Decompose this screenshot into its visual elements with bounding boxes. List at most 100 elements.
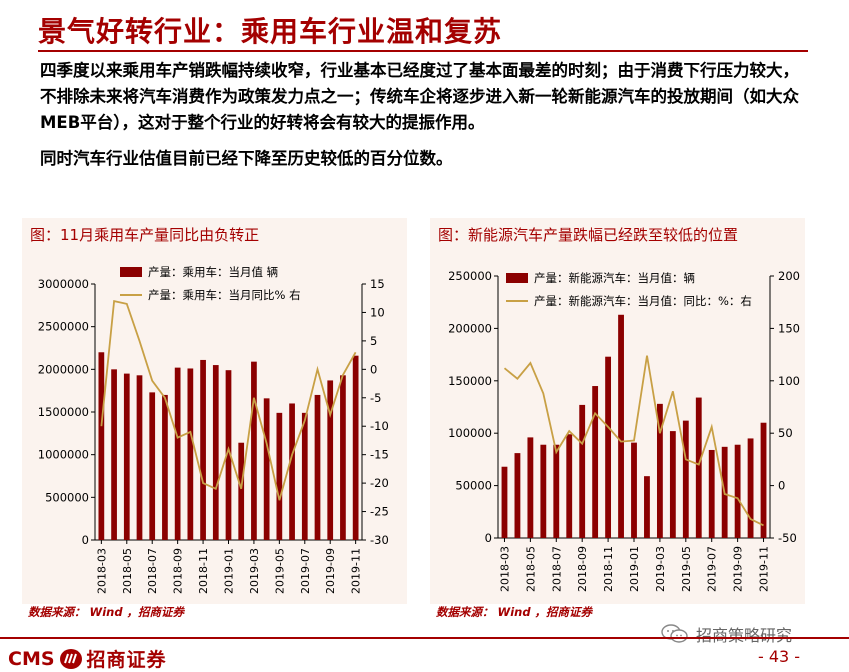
bar (669, 431, 676, 538)
left-tick-label: 0 (485, 531, 492, 545)
legend-bar-swatch (120, 267, 142, 277)
bar (527, 437, 534, 538)
right-tick-label: -20 (370, 476, 389, 490)
wechat-label: 招商策略研究 (696, 626, 793, 645)
bar (174, 367, 181, 540)
left-tick-label: 1500000 (38, 405, 89, 419)
bar (251, 361, 257, 540)
wechat-account: 招商策略研究 (660, 622, 792, 646)
brand-latin: CMS (8, 647, 55, 670)
bar (111, 369, 117, 540)
x-tick-label: 2018-11 (197, 548, 210, 594)
x-tick-label: 2019-11 (758, 546, 771, 592)
left-tick-label: 1000000 (38, 448, 89, 462)
right-tick-label: -5 (370, 391, 381, 405)
page-title: 景气好转行业：乘用车行业温和复苏 (38, 15, 503, 48)
bar (352, 355, 359, 540)
right-tick-label: 10 (370, 305, 385, 319)
x-tick-label: 2018-07 (550, 546, 563, 592)
bar (238, 442, 245, 540)
x-tick-label: 2018-05 (524, 546, 537, 592)
left-tick-label: 3000000 (38, 277, 89, 291)
x-tick-label: 2019-05 (273, 548, 286, 594)
bar (605, 356, 612, 538)
bar (540, 444, 547, 538)
bar (644, 476, 650, 538)
x-tick-label: 2019-07 (299, 548, 312, 594)
bar (187, 368, 194, 540)
chart-title-right: 图：新能源汽车产量跌幅已经跌至较低的位置 (438, 226, 739, 244)
bar (592, 386, 599, 538)
page-number: - 43 - (758, 647, 801, 666)
bar (514, 453, 521, 538)
bar (149, 392, 156, 540)
bar (123, 373, 130, 540)
x-tick-label: 2018-03 (95, 548, 108, 594)
bar (631, 442, 637, 538)
chart-title-left: 图：11月乘用车产量同比由负转正 (30, 226, 260, 244)
right-tick-label: -25 (370, 505, 389, 519)
bar (656, 403, 663, 538)
right-tick-label: 150 (778, 321, 800, 335)
left-tick-label: 500000 (45, 490, 89, 504)
x-tick-label: 2019-03 (654, 546, 667, 592)
bar (618, 314, 624, 538)
right-tick-label: 50 (778, 426, 793, 440)
brand-name: 招商证券 (86, 649, 167, 671)
chart-nev: 0 50000 100000 150000 200000 250000 200 150 100 5… (448, 269, 800, 592)
bar (200, 359, 206, 540)
bar (553, 444, 560, 538)
series-line (503, 355, 764, 527)
bar (212, 365, 219, 540)
legend-bar-swatch (506, 273, 528, 283)
left-tick-label: 150000 (448, 374, 492, 388)
wechat-icon (661, 624, 688, 643)
brand-logo: CMS 招商证券 (8, 645, 167, 672)
chart-passenger-car: 0 500000 1000000 1500000 2000000 2500000 30000… (38, 265, 389, 594)
bar (301, 412, 308, 540)
legend-bar-label: 产量：新能源汽车：当月值：辆 (534, 271, 695, 285)
bar (695, 397, 702, 538)
bar (314, 394, 321, 540)
right-tick-label: 15 (370, 277, 385, 291)
x-tick-label: 2018-11 (602, 546, 615, 592)
bar (747, 438, 754, 538)
bar (579, 404, 586, 538)
legend-line-label: 产量：乘用车：当月同比% 右 (148, 288, 301, 302)
bar (501, 466, 508, 538)
bar (760, 422, 767, 538)
left-tick-label: 200000 (448, 321, 492, 335)
right-tick-label: 100 (778, 374, 800, 388)
chart-panel-passenger-car: 图：11月乘用车产量同比由负转正 0 500000 1000000 1500000 20… (22, 218, 407, 604)
footer-rule (0, 637, 849, 639)
body-text: 四季度以来乘用车产销跌幅持续收窄，行业基本已经度过了基本面最差的时刻；由于消费下… (40, 58, 800, 172)
bar (162, 394, 168, 540)
x-tick-label: 2018-09 (172, 548, 185, 594)
bar (566, 434, 573, 538)
source-note-right: 数据来源： Wind ，招商证券 (436, 605, 593, 619)
bar (225, 370, 232, 540)
right-tick-label: -15 (370, 448, 389, 462)
right-tick-label: -50 (778, 531, 797, 545)
bar (340, 375, 346, 540)
left-tick-label: 0 (82, 533, 89, 547)
bar (263, 398, 270, 540)
left-tick-label: 2000000 (38, 362, 89, 376)
x-tick-label: 2018-03 (498, 546, 511, 592)
title-rule (38, 50, 808, 52)
x-tick-label: 2019-09 (732, 546, 745, 592)
left-tick-label: 100000 (448, 426, 492, 440)
x-tick-label: 2018-09 (576, 546, 589, 592)
x-tick-label: 2019-01 (223, 548, 236, 594)
right-tick-label: 200 (778, 269, 800, 283)
left-tick-label: 250000 (448, 269, 492, 283)
paragraph-1: 四季度以来乘用车产销跌幅持续收窄，行业基本已经度过了基本面最差的时刻；由于消费下… (40, 61, 799, 132)
x-tick-label: 2019-05 (680, 546, 693, 592)
x-tick-label: 2018-07 (146, 548, 159, 594)
bar (708, 449, 715, 538)
legend-bar-label: 产量：乘用车：当月值 辆 (148, 265, 278, 279)
bar (98, 352, 105, 540)
paragraph-2: 同时汽车行业估值目前已经下降至历史较低的百分位数。 (40, 149, 453, 168)
bar (136, 375, 143, 540)
x-tick-label: 2019-01 (628, 546, 641, 592)
